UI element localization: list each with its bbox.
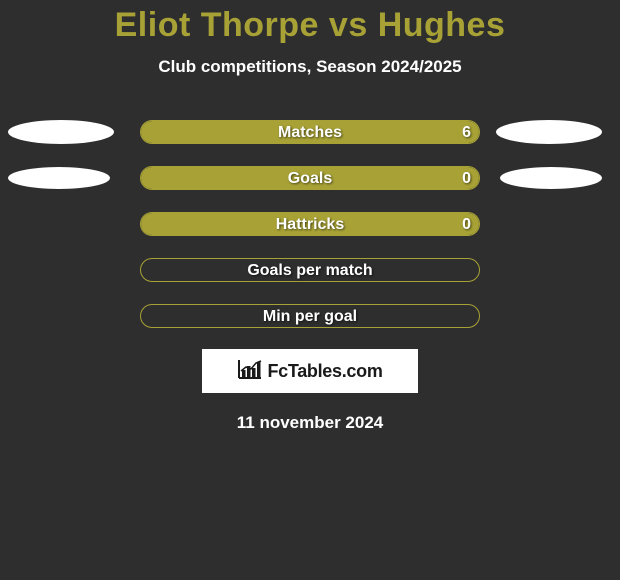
stat-label: Matches (141, 121, 479, 144)
bar-chart-icon (237, 358, 263, 385)
stat-value: 0 (462, 213, 471, 236)
player2-name: Hughes (378, 6, 506, 44)
stat-value: 6 (462, 121, 471, 144)
stat-label: Goals per match (141, 259, 479, 282)
date-text: 11 november 2024 (0, 413, 620, 433)
stats-card: Eliot Thorpe vs Hughes Club competitions… (0, 0, 620, 580)
subtitle: Club competitions, Season 2024/2025 (0, 57, 620, 77)
stat-label: Min per goal (141, 305, 479, 328)
stat-label: Goals (141, 167, 479, 190)
stat-bar: Matches6 (140, 120, 480, 144)
player1-name: Eliot Thorpe (115, 6, 319, 44)
stat-bar: Goals0 (140, 166, 480, 190)
stat-row: Matches6 (0, 119, 620, 145)
stats-rows: Matches6Goals0Hattricks0Goals per matchM… (0, 119, 620, 329)
stat-row: Goals0 (0, 165, 620, 191)
stat-value: 0 (462, 167, 471, 190)
vs-text: vs (329, 6, 368, 44)
stat-row: Hattricks0 (0, 211, 620, 237)
player1-ellipse (8, 167, 110, 189)
logo: FcTables.com (237, 358, 382, 385)
stat-row: Goals per match (0, 257, 620, 283)
logo-text: FcTables.com (267, 361, 382, 382)
stat-bar: Hattricks0 (140, 212, 480, 236)
player2-ellipse (496, 120, 602, 144)
page-title: Eliot Thorpe vs Hughes (0, 6, 620, 45)
stat-label: Hattricks (141, 213, 479, 236)
stat-row: Min per goal (0, 303, 620, 329)
player1-ellipse (8, 120, 114, 144)
stat-bar: Min per goal (140, 304, 480, 328)
stat-bar: Goals per match (140, 258, 480, 282)
player2-ellipse (500, 167, 602, 189)
logo-box: FcTables.com (202, 349, 418, 393)
